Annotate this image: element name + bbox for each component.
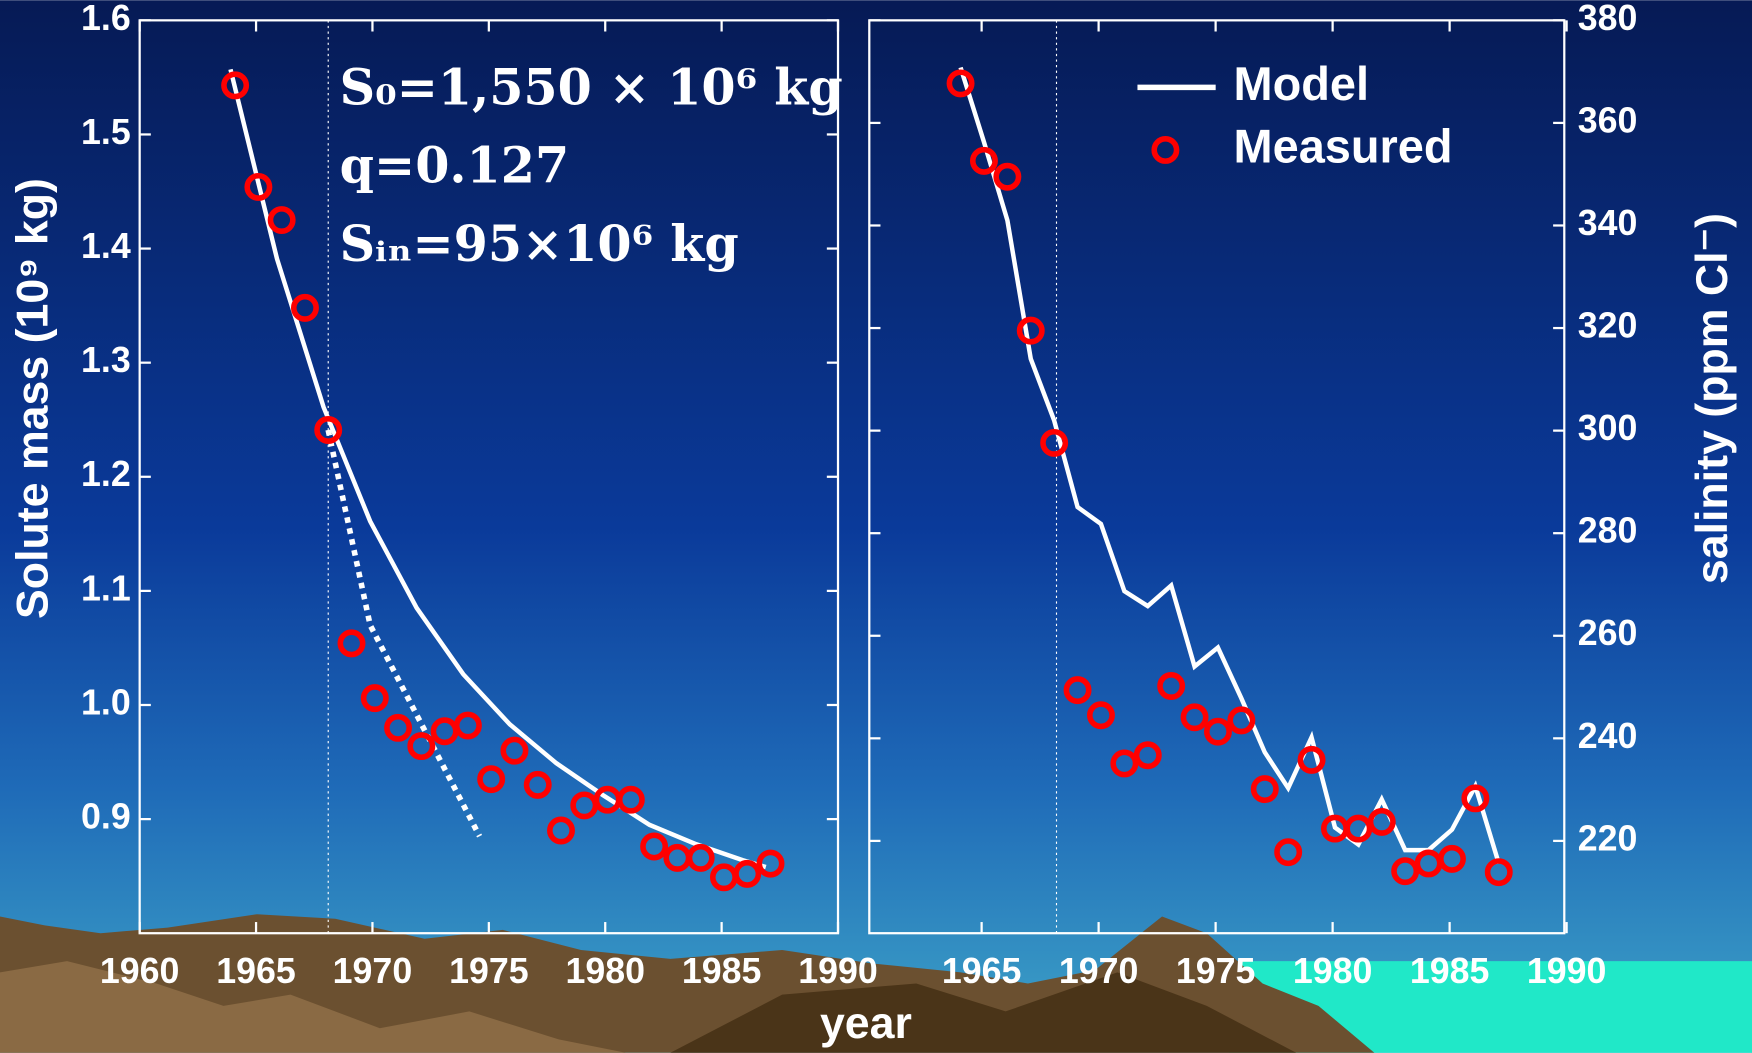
data-point bbox=[1063, 676, 1092, 705]
y-tick-label: 260 bbox=[1578, 613, 1638, 653]
data-point bbox=[1484, 858, 1513, 887]
data-point bbox=[616, 785, 645, 814]
data-point bbox=[946, 69, 975, 98]
data-point bbox=[1367, 807, 1396, 836]
x-tick-label: 1990 bbox=[1527, 951, 1607, 991]
data-point bbox=[1086, 701, 1115, 730]
data-point bbox=[547, 816, 575, 845]
x-tick-label: 1975 bbox=[449, 951, 529, 991]
data-point bbox=[1110, 749, 1139, 778]
y-tick-label: 1.0 bbox=[81, 682, 131, 722]
data-point bbox=[1133, 741, 1162, 770]
data-point bbox=[1157, 672, 1186, 700]
data-point bbox=[1391, 857, 1420, 886]
y-tick-label: 1.2 bbox=[81, 454, 131, 494]
plot-area: 1960 1965 1970 1975 1980 1985 1990 0.9 1.0 1.1 1.2… bbox=[9, 0, 1737, 1048]
y-tick-label: 1.6 bbox=[81, 0, 131, 38]
y-tick-label: 220 bbox=[1578, 818, 1638, 858]
mountains-light bbox=[0, 961, 626, 1053]
data-point bbox=[314, 416, 343, 444]
data-point bbox=[733, 859, 762, 888]
data-point bbox=[267, 206, 296, 234]
x-tick-label: 1985 bbox=[1410, 951, 1490, 991]
data-point bbox=[1250, 775, 1279, 804]
data-point bbox=[477, 765, 506, 794]
y-tick-label: 320 bbox=[1578, 305, 1638, 345]
data-point bbox=[500, 736, 529, 765]
y-tick-label: 1.4 bbox=[81, 226, 131, 266]
x-tick-label: 1960 bbox=[100, 951, 180, 991]
x-tick-label: 1970 bbox=[333, 951, 413, 991]
x-tick-label: 1970 bbox=[1059, 951, 1139, 991]
x-tick-label: 1975 bbox=[1176, 951, 1256, 991]
data-point bbox=[1040, 428, 1069, 457]
data-point bbox=[337, 629, 366, 658]
x-tick-label: 1985 bbox=[682, 951, 762, 991]
data-point bbox=[1437, 844, 1466, 873]
x-tick-label: 1980 bbox=[565, 951, 645, 991]
y-tick-label: 380 bbox=[1578, 0, 1638, 38]
data-point bbox=[407, 732, 436, 761]
x-tick-label: 1980 bbox=[1293, 951, 1373, 991]
legend-marker bbox=[1151, 135, 1180, 164]
model-line bbox=[958, 66, 1501, 865]
data-point bbox=[221, 71, 250, 100]
data-point bbox=[290, 293, 319, 322]
legend-label: Measured bbox=[1234, 120, 1453, 172]
data-point bbox=[1461, 784, 1490, 813]
x-tick-label: 1990 bbox=[798, 951, 878, 991]
y-tick-label: 280 bbox=[1578, 511, 1638, 551]
data-point bbox=[993, 162, 1022, 191]
data-point bbox=[384, 713, 413, 742]
data-point bbox=[969, 146, 998, 175]
y-tick-label: 1.1 bbox=[81, 568, 131, 608]
data-point bbox=[686, 843, 715, 872]
mountains-dark bbox=[670, 972, 1297, 1053]
y-tick-label: 1.5 bbox=[81, 112, 131, 152]
annotation: q=0.127 bbox=[340, 137, 569, 195]
data-point bbox=[1274, 838, 1303, 867]
legend-label: Model bbox=[1234, 58, 1370, 110]
data-point bbox=[756, 849, 785, 878]
x-tick-label: 1965 bbox=[942, 951, 1022, 991]
data-point bbox=[1227, 706, 1256, 735]
plot-frame bbox=[868, 19, 1566, 935]
data-point bbox=[360, 684, 389, 713]
data-point bbox=[1016, 316, 1045, 345]
y-tick-label: 1.3 bbox=[81, 340, 131, 380]
data-point bbox=[1297, 745, 1326, 774]
data-point bbox=[523, 770, 552, 799]
annotation: S₀=1,550 × 10⁶ kg bbox=[340, 58, 843, 116]
data-point bbox=[244, 172, 273, 201]
data-point bbox=[1180, 703, 1209, 732]
model-line bbox=[228, 68, 767, 870]
projection-line bbox=[325, 429, 483, 838]
y-tick-label: 240 bbox=[1578, 716, 1638, 756]
data-point bbox=[1203, 717, 1232, 746]
y-axis-label: salinity (ppm Cl⁻) bbox=[1688, 213, 1737, 584]
annotation: Sᵢₙ=95×10⁶ kg bbox=[340, 215, 739, 273]
x-tick-label: 1965 bbox=[216, 951, 296, 991]
y-tick-label: 360 bbox=[1578, 100, 1638, 140]
x-axis-label: year bbox=[820, 999, 912, 1048]
y-tick-label: 340 bbox=[1578, 203, 1638, 243]
data-point bbox=[453, 711, 482, 740]
y-tick-label: 300 bbox=[1578, 408, 1638, 448]
y-axis-label: Solute mass (10⁹ kg) bbox=[9, 178, 58, 619]
y-tick-label: 0.9 bbox=[81, 797, 131, 837]
data-point bbox=[640, 832, 669, 861]
